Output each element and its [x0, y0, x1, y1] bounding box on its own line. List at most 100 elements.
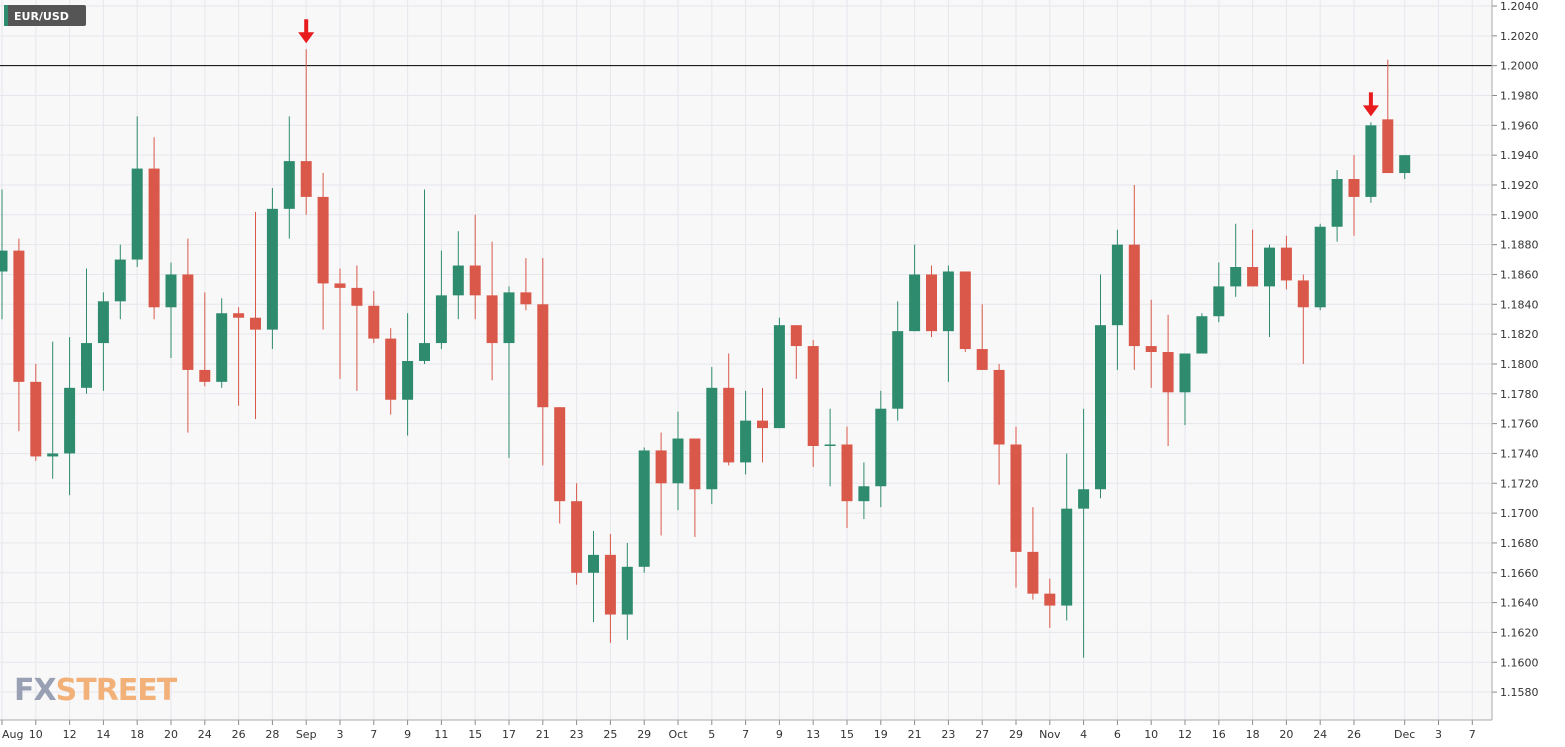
candle [435, 250, 447, 350]
y-tick-label: 1.1960 [1500, 119, 1539, 132]
candle [1382, 59, 1394, 174]
candle-body [858, 486, 870, 502]
candle-body [1179, 353, 1191, 393]
x-tick-label: 24 [1313, 728, 1327, 741]
candle-body [1010, 444, 1022, 552]
candle-body [571, 501, 583, 573]
candle [13, 238, 25, 432]
x-tick-label: 29 [637, 728, 651, 741]
candle [1297, 274, 1309, 364]
candle [655, 432, 667, 536]
candle [1196, 313, 1208, 354]
candle-body [875, 408, 887, 487]
candle [926, 265, 937, 338]
candle-body [114, 259, 126, 302]
candle-body [1297, 280, 1309, 308]
arrow-shaft [1368, 92, 1373, 107]
candle [1365, 122, 1377, 203]
candle [1247, 229, 1259, 287]
watermark-fx: FX [14, 673, 56, 708]
candle [1213, 262, 1225, 323]
x-tick-label: Oct [668, 728, 688, 741]
candle [740, 390, 752, 475]
candle-body [807, 346, 819, 446]
candle [807, 340, 819, 467]
candle-body [351, 287, 363, 306]
candle [1264, 244, 1275, 338]
candle-body [419, 343, 430, 361]
candle-body [1162, 352, 1174, 393]
candles-layer [0, 49, 1411, 658]
candle [875, 390, 887, 508]
candle-body [1196, 316, 1208, 354]
candle-body [740, 420, 752, 463]
x-tick-label: 18 [1246, 728, 1260, 741]
x-tick-label: 7 [370, 728, 377, 741]
candle-body [959, 271, 971, 350]
x-tick-label: 20 [164, 728, 178, 741]
y-tick-label: 1.1580 [1500, 686, 1539, 699]
symbol-label: EUR/USD [14, 10, 69, 23]
down-arrow-icon [298, 19, 315, 44]
candle-body [621, 566, 633, 615]
x-tick-label: 25 [603, 728, 617, 741]
candle-body [638, 450, 650, 567]
candle [773, 317, 785, 429]
x-tick-label: 3 [1435, 728, 1442, 741]
candle-body [757, 420, 768, 429]
candle-body [790, 325, 802, 347]
candle-body [537, 304, 549, 408]
x-tick-label: 23 [941, 728, 955, 741]
y-tick-label: 1.1980 [1500, 89, 1539, 102]
candle-body [1382, 119, 1394, 174]
candle [1179, 353, 1191, 426]
candle-body [604, 554, 616, 615]
candle [638, 447, 650, 573]
candle-body [909, 274, 921, 332]
candle [250, 211, 261, 420]
candle [588, 531, 599, 622]
candle-body [554, 407, 566, 502]
candle [0, 189, 8, 320]
candle-body [655, 450, 667, 484]
y-tick-label: 1.1720 [1500, 477, 1539, 490]
candle-body [435, 295, 447, 344]
watermark-street: STREET [56, 673, 178, 708]
x-tick-label: 9 [776, 728, 783, 741]
candle [503, 286, 515, 458]
x-tick-label: 17 [502, 728, 516, 741]
candle [300, 49, 312, 215]
x-tick-label: 7 [1469, 728, 1476, 741]
candle-body [199, 369, 211, 382]
candle [757, 387, 768, 463]
candle-body [1213, 286, 1225, 317]
candle [216, 298, 228, 388]
candle-body [1027, 551, 1039, 594]
x-tick-label: 6 [1114, 728, 1121, 741]
candle-body [1078, 489, 1090, 509]
candle [858, 462, 870, 520]
x-tick-label: 4 [1080, 728, 1087, 741]
candle-body [233, 313, 245, 318]
candle-body [182, 274, 194, 370]
y-tick-label: 1.1680 [1500, 537, 1539, 550]
candle-body [81, 343, 92, 388]
candle-body [1044, 593, 1056, 606]
x-tick-label: 12 [1178, 728, 1192, 741]
y-tick-label: 1.1820 [1500, 328, 1539, 341]
candle [1078, 408, 1090, 658]
candle-body [689, 438, 701, 490]
candle-body [824, 444, 836, 446]
candle-body [64, 387, 76, 454]
candle [621, 542, 633, 640]
candle [604, 533, 616, 643]
x-tick-label: 19 [874, 728, 888, 741]
candle-body [1399, 155, 1411, 174]
candle-body [368, 305, 380, 339]
x-tick-label: Dec [1394, 728, 1415, 741]
candle-body [216, 313, 228, 382]
y-tick-label: 1.1940 [1500, 149, 1539, 162]
x-tick-label: 24 [198, 728, 212, 741]
